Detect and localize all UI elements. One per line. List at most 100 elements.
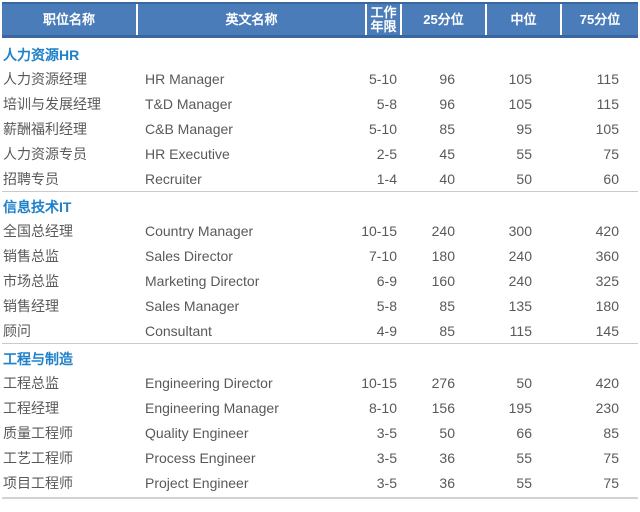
job-title-cell: 人力资源经理 [3,70,87,87]
p25-cell: 160 [431,272,455,289]
english-name-cell: Project Engineer [145,474,249,491]
p75-cell: 420 [595,222,619,239]
years-cell: 3-5 [376,424,397,441]
years-cell: 2-5 [376,145,397,162]
median-cell: 50 [516,374,532,391]
p25-cell: 85 [439,120,455,137]
years-cell: 5-10 [368,120,397,137]
table-row: 质量工程师 Quality Engineer 3-5 50 66 85 [2,420,638,445]
job-title-cell: 全国总经理 [3,222,73,239]
table-header-row: 职位名称 英文名称 工作年限 25分位 中位 75分位 [2,2,638,38]
median-cell: 66 [516,424,532,441]
median-cell: 55 [516,145,532,162]
median-cell: 195 [508,399,532,416]
table-row: 项目工程师 Project Engineer 3-5 36 55 75 [2,470,638,495]
years-cell: 5-8 [376,95,397,112]
job-title-cell: 工程经理 [3,399,59,416]
p75-cell: 60 [603,170,619,187]
years-cell: 10-15 [361,222,397,239]
table-row: 工程经理 Engineering Manager 8-10 156 195 230 [2,395,638,420]
english-name-cell: HR Manager [145,70,225,87]
median-cell: 240 [508,272,532,289]
section-title: 工程与制造 [3,351,73,367]
table-row: 市场总监 Marketing Director 6-9 160 240 325 [2,268,638,293]
table-row: 销售经理 Sales Manager 5-8 85 135 180 [2,293,638,318]
table-row: 招聘专员 Recruiter 1-4 40 50 60 [2,166,638,191]
english-name-cell: Sales Manager [145,297,240,314]
job-title-cell: 薪酬福利经理 [3,120,87,137]
column-header-percentile-75: 75分位 [579,11,621,27]
median-cell: 300 [508,222,532,239]
median-cell: 105 [508,70,532,87]
years-cell: 7-10 [368,247,397,264]
years-cell: 6-9 [376,272,397,289]
job-title-cell: 销售总监 [3,247,59,264]
table-row: 全国总经理 Country Manager 10-15 240 300 420 [2,218,638,243]
p25-cell: 36 [439,449,455,466]
job-title-cell: 项目工程师 [3,474,73,491]
p75-cell: 75 [603,145,619,162]
years-cell: 3-5 [376,474,397,491]
salary-table: 职位名称 英文名称 工作年限 25分位 中位 75分位 人力资源HR 人力资源经理… [2,2,638,499]
p75-cell: 85 [603,424,619,441]
table-row: 工程总监 Engineering Director 10-15 276 50 420 [2,370,638,395]
english-name-cell: Quality Engineer [145,424,249,441]
job-title-cell: 工艺工程师 [3,449,73,466]
p25-cell: 156 [431,399,455,416]
p25-cell: 180 [431,247,455,264]
median-cell: 135 [508,297,532,314]
job-title-cell: 市场总监 [3,272,59,289]
p75-cell: 420 [595,374,619,391]
table-row: 顾问 Consultant 4-9 85 115 145 [2,318,638,343]
p75-cell: 75 [603,474,619,491]
table-row: 工艺工程师 Process Engineer 3-5 36 55 75 [2,445,638,470]
p25-cell: 85 [439,297,455,314]
english-name-cell: T&D Manager [145,95,233,112]
years-cell: 5-10 [368,70,397,87]
years-cell: 8-10 [368,399,397,416]
years-cell: 10-15 [361,374,397,391]
p25-cell: 36 [439,474,455,491]
median-cell: 115 [509,322,532,339]
table-row: 培训与发展经理 T&D Manager 5-8 96 105 115 [2,91,638,116]
median-cell: 55 [516,449,532,466]
job-title-cell: 顾问 [3,322,31,339]
p75-cell: 360 [595,247,619,264]
section: 人力资源HR 人力资源经理 HR Manager 5-10 96 105 115 培训与发展经… [2,38,638,191]
p75-cell: 325 [595,272,619,289]
median-cell: 105 [508,95,532,112]
median-cell: 95 [516,120,532,137]
years-cell: 3-5 [376,449,397,466]
english-name-cell: Recruiter [145,170,202,187]
section: 信息技术IT 全国总经理 Country Manager 10-15 240 300 420… [2,191,638,343]
table-row: 人力资源专员 HR Executive 2-5 45 55 75 [2,141,638,166]
p75-cell: 115 [596,95,619,112]
job-title-cell: 销售经理 [3,297,59,314]
median-cell: 55 [516,474,532,491]
english-name-cell: Engineering Manager [145,399,279,416]
table-row: 人力资源经理 HR Manager 5-10 96 105 115 [2,66,638,91]
job-title-cell: 招聘专员 [3,170,59,187]
table-body: 人力资源HR 人力资源经理 HR Manager 5-10 96 105 115 培训与发展经… [2,38,638,495]
section: 工程与制造工程总监 Engineering Director 10-15 276 50 4… [2,343,638,495]
job-title-cell: 工程总监 [3,374,59,391]
median-cell: 50 [516,170,532,187]
table-row: 销售总监 Sales Director 7-10 180 240 360 [2,243,638,268]
p25-cell: 96 [439,95,455,112]
column-header-english-name: 英文名称 [138,4,367,35]
bottom-divider [2,497,638,499]
english-name-cell: Engineering Director [145,374,273,391]
column-header-job-title: 职位名称 [2,4,138,35]
column-header-percentile-25: 25分位 [402,4,487,35]
column-header-years: 工作年限 [367,4,402,35]
job-title-cell: 培训与发展经理 [3,95,101,112]
english-name-cell: Consultant [145,322,212,339]
p75-cell: 180 [595,297,619,314]
english-name-cell: Sales Director [145,247,233,264]
median-cell: 240 [508,247,532,264]
years-cell: 5-8 [376,297,397,314]
english-name-cell: Marketing Director [145,272,260,289]
p75-cell: 145 [595,322,619,339]
p25-cell: 276 [431,374,455,391]
p75-cell: 75 [603,449,619,466]
